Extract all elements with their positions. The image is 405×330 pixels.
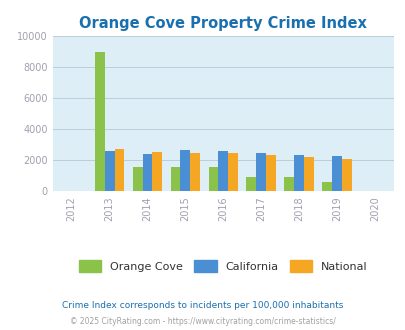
Bar <box>294 155 303 191</box>
Bar <box>104 150 114 191</box>
Title: Orange Cove Property Crime Index: Orange Cove Property Crime Index <box>79 16 367 31</box>
Bar <box>256 153 265 191</box>
Legend: Orange Cove, California, National: Orange Cove, California, National <box>75 256 371 276</box>
Bar <box>208 167 218 191</box>
Bar <box>303 157 313 191</box>
Bar <box>152 152 162 191</box>
Bar <box>142 154 152 191</box>
Bar <box>218 151 228 191</box>
Bar <box>322 182 331 191</box>
Text: © 2025 CityRating.com - https://www.cityrating.com/crime-statistics/: © 2025 CityRating.com - https://www.city… <box>70 317 335 326</box>
Text: Crime Index corresponds to incidents per 100,000 inhabitants: Crime Index corresponds to incidents per… <box>62 301 343 310</box>
Bar <box>114 149 124 191</box>
Bar <box>228 153 237 191</box>
Bar <box>170 167 180 191</box>
Bar <box>190 153 200 191</box>
Bar <box>95 52 104 191</box>
Bar <box>284 177 294 191</box>
Bar <box>265 155 275 191</box>
Bar <box>246 177 256 191</box>
Bar <box>341 159 351 191</box>
Bar <box>132 167 142 191</box>
Bar <box>180 150 190 191</box>
Bar <box>331 156 341 191</box>
